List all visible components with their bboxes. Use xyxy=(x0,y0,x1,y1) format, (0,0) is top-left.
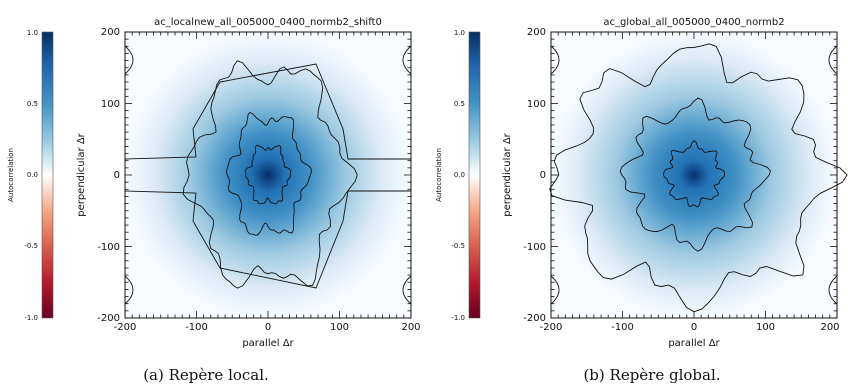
contour-line xyxy=(182,60,358,289)
contour-group xyxy=(124,45,412,305)
colorbar-tick-label: -0.5 xyxy=(451,242,465,250)
y-tick-label: 200 xyxy=(527,27,546,38)
panel-a: 1.0 0.5 0.0 -0.5 -1.0 Autocorrelation ac… xyxy=(7,17,421,384)
contour-line xyxy=(663,140,725,208)
colorbar-tick-label: 0.5 xyxy=(27,100,38,108)
x-tick-label: 200 xyxy=(820,322,839,333)
colorbar-tick-label: 0.0 xyxy=(454,171,465,179)
y-axis-label: perpendicular Δr xyxy=(76,132,87,216)
x-tick-label: 200 xyxy=(401,322,420,333)
chart-title: ac_localnew_all_005000_0400_normb2_shift… xyxy=(154,17,382,28)
colorbar-gradient xyxy=(468,31,481,319)
colorbar-tick-label: 0.5 xyxy=(454,100,465,108)
colorbar-tick-label: -1.0 xyxy=(24,314,38,322)
contour-line xyxy=(549,43,848,313)
colorbar-tick-label: -0.5 xyxy=(24,242,38,250)
contour-group xyxy=(549,43,848,313)
contour-line xyxy=(402,45,412,75)
colorbar-tick-label: 0.0 xyxy=(27,171,38,179)
heatmap-field xyxy=(125,32,411,318)
contour-line xyxy=(828,45,838,75)
contour-line xyxy=(550,275,560,305)
x-axis-label: parallel Δr xyxy=(668,338,720,349)
y-tick-label: -100 xyxy=(97,242,120,253)
colorbar-a: 1.0 0.5 0.0 -0.5 -1.0 Autocorrelation xyxy=(7,29,54,322)
colorbar-label: Autocorrelation xyxy=(7,148,15,202)
x-tick-label: 100 xyxy=(330,322,349,333)
y-tick-label: -200 xyxy=(97,313,120,324)
y-axis-label: perpendicular Δr xyxy=(502,132,513,216)
x-tick-label: 100 xyxy=(756,322,775,333)
x-axis-label: parallel Δr xyxy=(242,338,294,349)
subfigure-caption: (b) Repère global. xyxy=(583,366,720,384)
colorbar-label: Autocorrelation xyxy=(435,148,443,202)
heatmap-field xyxy=(551,32,837,318)
contour-line xyxy=(550,45,560,75)
x-tick-label: -200 xyxy=(540,322,563,333)
contour-line xyxy=(245,144,292,205)
x-tick-label: -100 xyxy=(611,322,634,333)
subfigure-caption: (a) Repère local. xyxy=(143,366,269,384)
x-tick-label: -100 xyxy=(185,322,208,333)
y-tick-label: 100 xyxy=(101,99,120,110)
y-tick-label: 0 xyxy=(114,170,120,181)
y-tick-label: 200 xyxy=(101,27,120,38)
chart-title: ac_global_all_005000_0400_normb2 xyxy=(603,17,784,28)
y-tick-label: -200 xyxy=(523,313,546,324)
tick-marks xyxy=(124,31,412,319)
contour-line xyxy=(402,275,412,305)
colorbar-gradient xyxy=(41,31,54,319)
colorbar-tick-label: -1.0 xyxy=(451,314,465,322)
y-tick-label: 100 xyxy=(527,99,546,110)
x-tick-label: 0 xyxy=(691,322,697,333)
contour-line xyxy=(124,45,134,75)
y-tick-label: 0 xyxy=(540,170,546,181)
x-tick-label: -200 xyxy=(114,322,137,333)
contour-line xyxy=(124,63,411,289)
colorbar-b: 1.0 0.5 0.0 -0.5 -1.0 Autocorrelation xyxy=(435,29,481,322)
colorbar-tick-label: 1.0 xyxy=(454,29,465,37)
colorbar-tick-label: 1.0 xyxy=(27,29,38,37)
contour-line xyxy=(226,111,312,236)
y-tick-label: -100 xyxy=(523,242,546,253)
x-tick-label: 0 xyxy=(265,322,271,333)
panel-b: 1.0 0.5 0.0 -0.5 -1.0 Autocorrelation ac… xyxy=(435,17,848,384)
contour-line xyxy=(124,275,134,305)
tick-marks xyxy=(550,31,838,319)
contour-line xyxy=(619,97,772,252)
contour-line xyxy=(828,275,838,305)
